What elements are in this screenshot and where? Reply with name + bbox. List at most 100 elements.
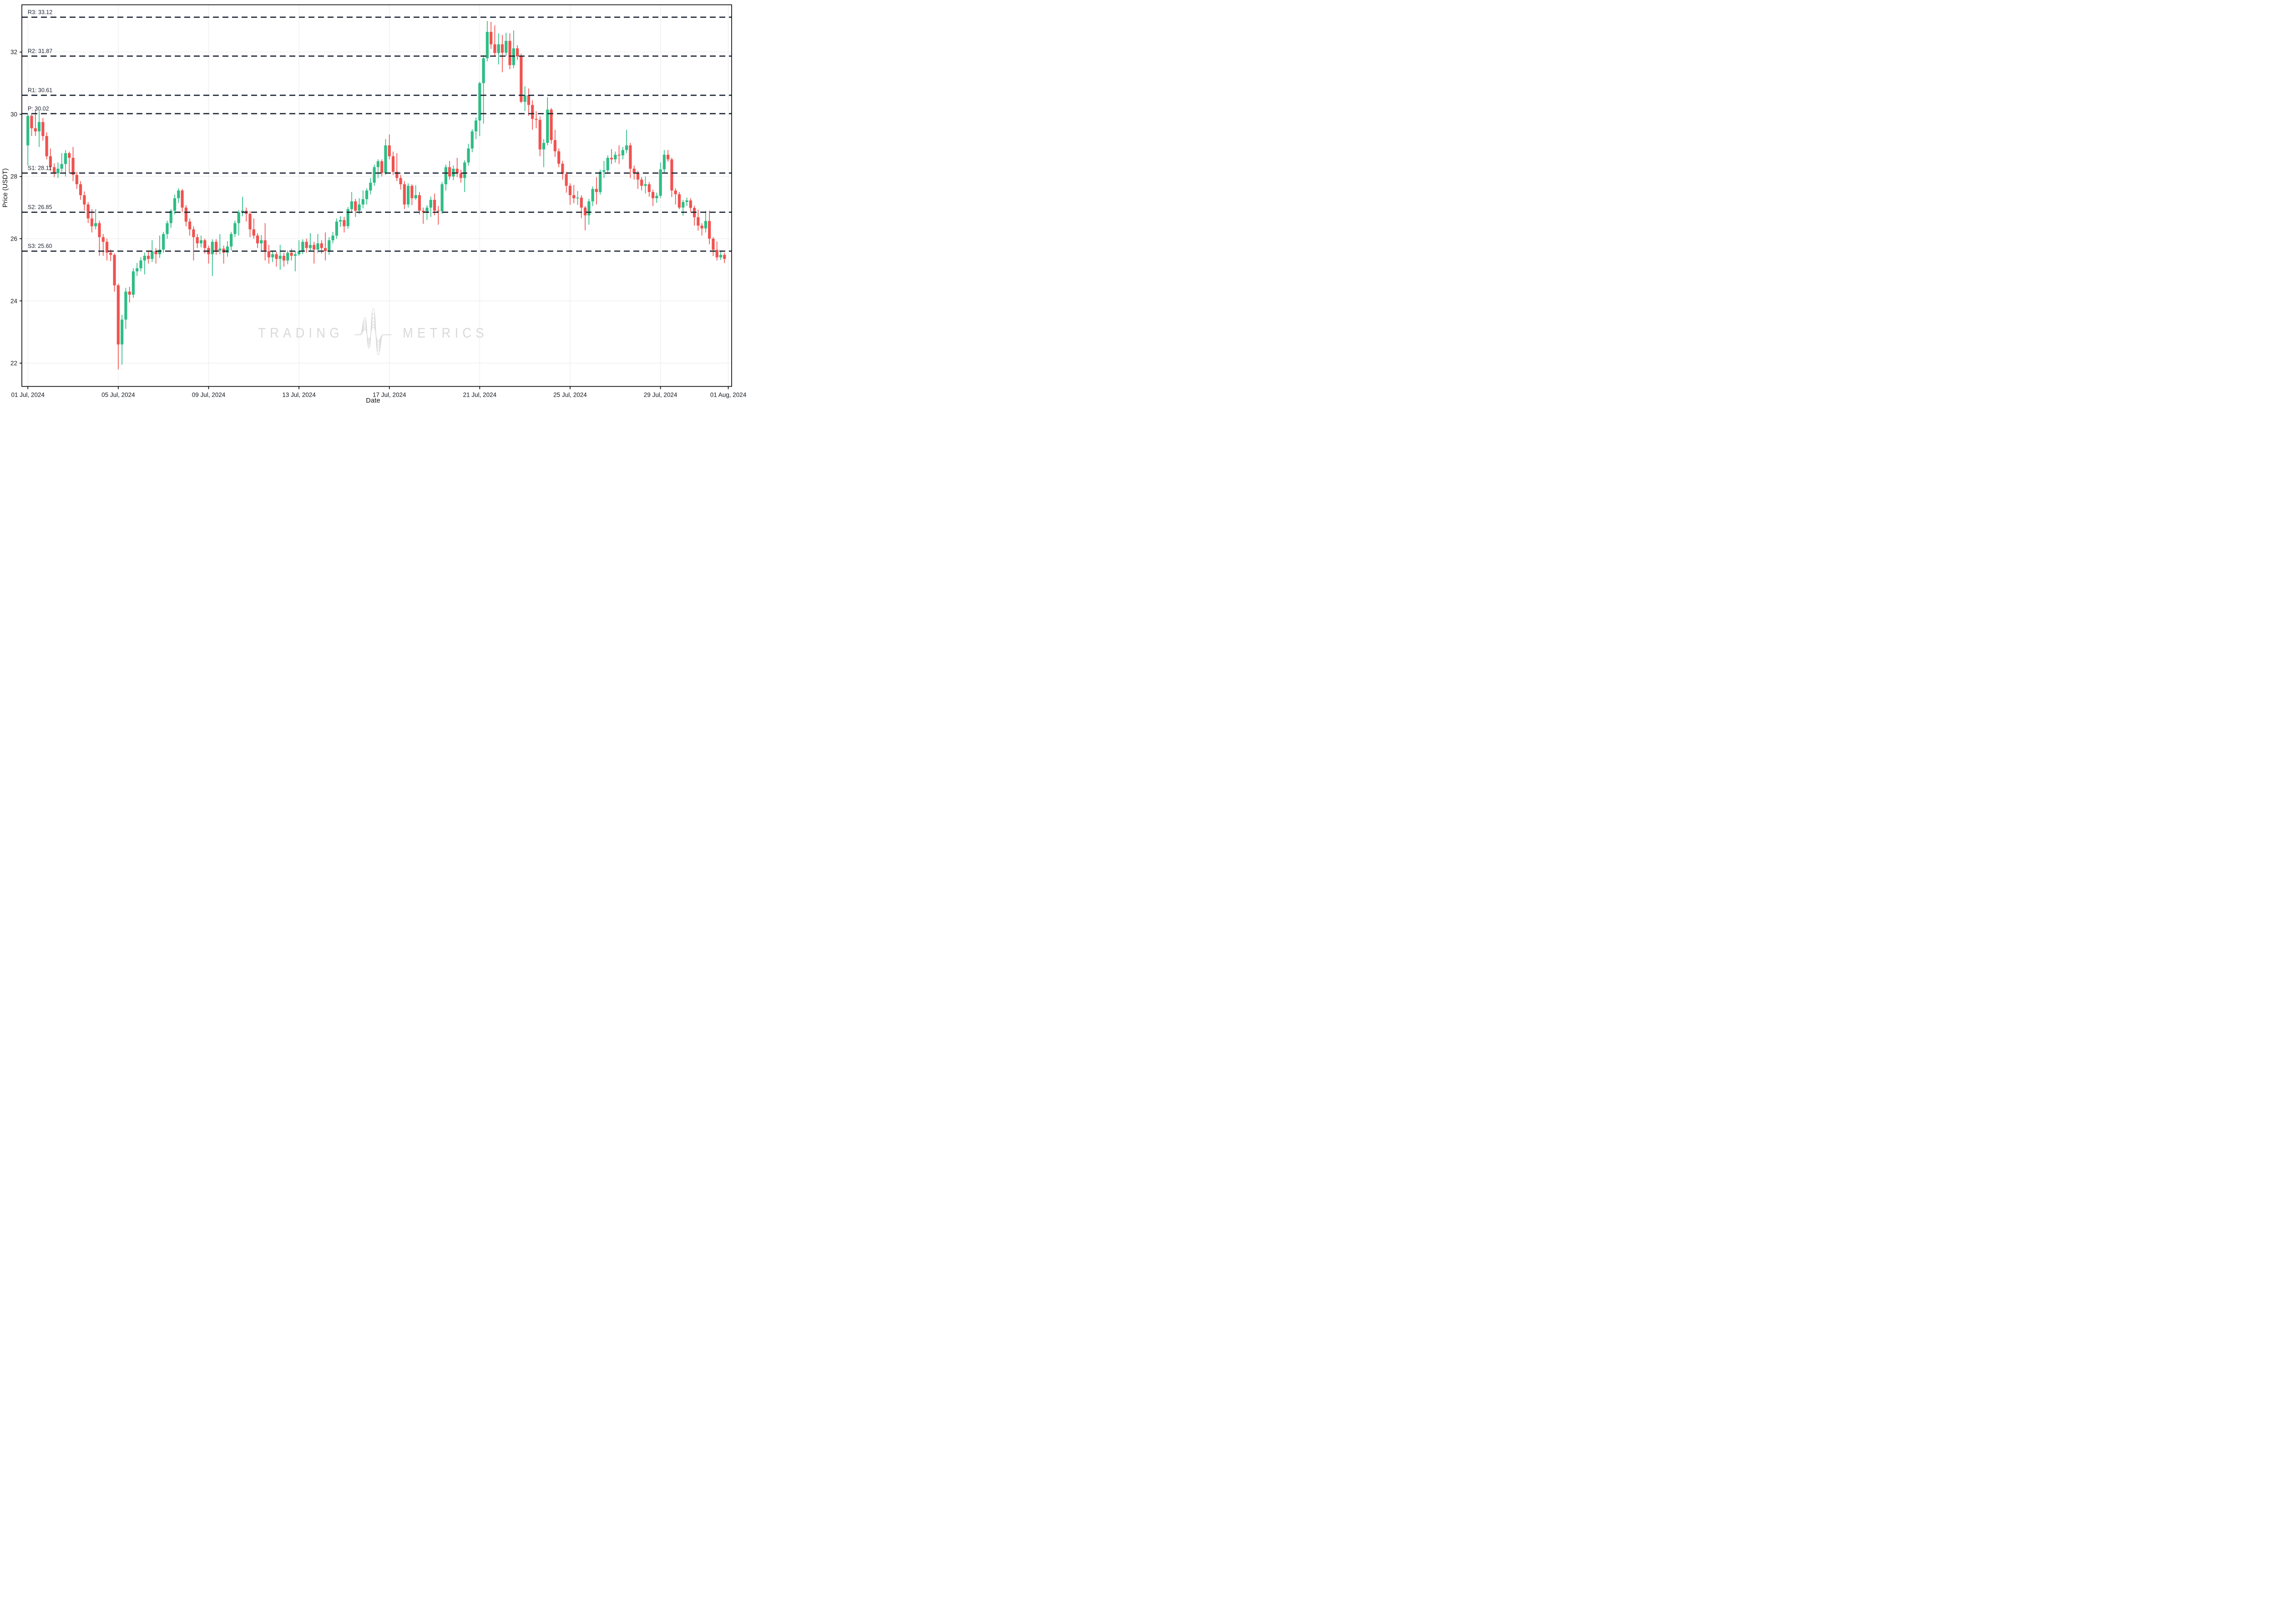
- pivot-label-s2: S2: 26.85: [28, 204, 52, 211]
- candle-down: [490, 31, 493, 45]
- x-tick-label: 05 Jul, 2024: [101, 392, 135, 398]
- candle-down: [629, 145, 632, 169]
- chart-canvas: R3: 33.12 R2: 31.87 R1: 30.61 P: 30.02 S1: 2…: [10, 4, 746, 398]
- candle-down: [583, 207, 587, 216]
- candle-up: [546, 109, 549, 143]
- candle-up: [373, 167, 376, 183]
- x-tick-label: 17 Jul, 2024: [373, 392, 406, 398]
- candle-down: [636, 173, 640, 180]
- candle-up: [308, 245, 312, 248]
- candle-up: [425, 207, 429, 212]
- candle-up: [662, 155, 666, 170]
- pivot-label-s3: S3: 25.60: [28, 243, 52, 249]
- pivot-label-r1: R1: 30.61: [28, 87, 52, 93]
- candle-down: [282, 256, 286, 261]
- pivot-label-r2: R2: 31.87: [28, 48, 52, 54]
- candle-down: [90, 218, 94, 227]
- candle-down: [617, 155, 621, 156]
- candle-up: [131, 271, 135, 295]
- candle-down: [520, 56, 523, 102]
- candle-up: [136, 268, 139, 272]
- candle-down: [651, 192, 655, 198]
- candle-down: [500, 44, 504, 53]
- candle-down: [154, 251, 157, 254]
- candle-down: [83, 195, 86, 205]
- candle-down: [670, 159, 673, 191]
- candle-up: [429, 200, 432, 208]
- candle-up: [278, 256, 282, 259]
- candle-down: [697, 217, 700, 226]
- candle-down: [455, 168, 459, 174]
- candle-down: [128, 291, 131, 295]
- candle-down: [531, 105, 534, 119]
- candle-up: [599, 171, 602, 192]
- candle-down: [715, 250, 718, 257]
- candle-down: [632, 168, 636, 174]
- y-tick-label: 32: [10, 49, 17, 55]
- candle-up: [358, 204, 361, 211]
- x-axis-title: Date: [366, 397, 380, 404]
- candle-down: [410, 186, 414, 198]
- candle-down: [75, 175, 78, 185]
- candle-up: [474, 120, 478, 131]
- candle-up: [407, 186, 410, 205]
- candle-up: [166, 223, 169, 234]
- candle-down: [68, 153, 71, 158]
- y-axis-title: Price (USDT): [2, 168, 9, 207]
- candle-down: [700, 225, 703, 229]
- candle-down: [535, 119, 538, 120]
- candle-down: [49, 156, 52, 167]
- candle-down: [147, 256, 150, 259]
- candle-up: [463, 162, 466, 178]
- candle-up: [440, 184, 444, 212]
- candle-up: [625, 145, 628, 150]
- candle-down: [708, 221, 711, 239]
- candle-down: [647, 184, 651, 192]
- candle-up: [414, 195, 417, 198]
- candle-up: [482, 58, 485, 83]
- candle-up: [704, 221, 707, 229]
- candle-up: [339, 220, 342, 222]
- candle-down: [184, 207, 187, 222]
- candle-down: [391, 156, 395, 172]
- candle-down: [568, 186, 572, 195]
- candle-up: [56, 168, 60, 174]
- x-tick-label: 21 Jul, 2024: [463, 392, 497, 398]
- candle-up: [485, 31, 489, 59]
- candle-up: [602, 170, 606, 172]
- candle-up: [361, 199, 364, 205]
- candle-up: [659, 169, 662, 196]
- candle-up: [328, 240, 331, 252]
- candle-down: [248, 214, 252, 230]
- y-tick-label: 22: [10, 360, 17, 367]
- candle-down: [71, 157, 75, 175]
- candle-up: [241, 211, 244, 212]
- candle-up: [237, 212, 240, 223]
- candle-down: [399, 178, 402, 185]
- candle-down: [557, 151, 561, 164]
- candle-down: [565, 174, 568, 186]
- candle-down: [388, 145, 391, 156]
- candle-down: [459, 173, 463, 178]
- candle-up: [606, 157, 609, 171]
- pivot-label-r3: R3: 33.12: [28, 9, 52, 15]
- candle-up: [37, 122, 41, 131]
- candle-up: [587, 201, 591, 216]
- candle-up: [199, 240, 203, 243]
- candle-up: [124, 291, 127, 320]
- candle-down: [324, 248, 327, 252]
- candle-up: [143, 256, 146, 261]
- candle-down: [192, 229, 195, 237]
- candle-down: [380, 161, 384, 173]
- x-tick-label: 25 Jul, 2024: [553, 392, 587, 398]
- candle-down: [113, 255, 116, 286]
- candle-down: [448, 167, 451, 177]
- candle-down: [320, 243, 323, 248]
- candle-down: [712, 238, 715, 250]
- candle-down: [256, 235, 259, 243]
- candle-down: [516, 48, 519, 57]
- candle-up: [350, 201, 354, 209]
- candle-down: [610, 157, 613, 160]
- candle-down: [79, 184, 82, 195]
- candle-down: [41, 122, 45, 136]
